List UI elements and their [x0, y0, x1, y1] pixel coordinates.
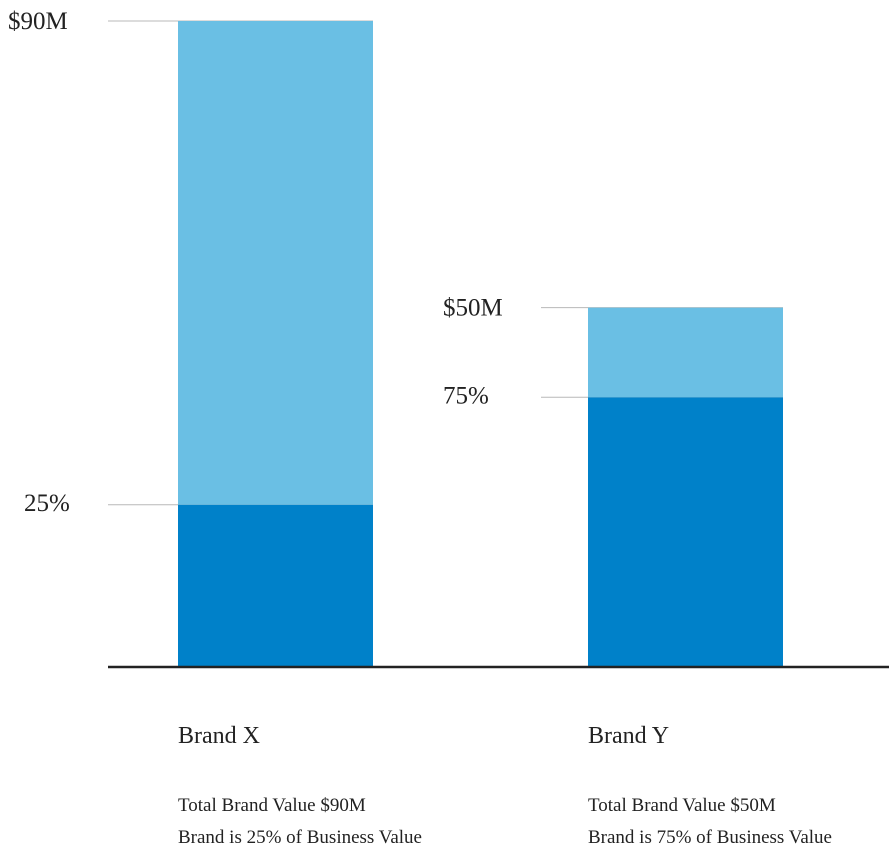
- caption-total-value: Total Brand Value $90M: [178, 795, 366, 816]
- share-percent-label: 25%: [24, 490, 70, 517]
- bar-remaining-value: [588, 307, 783, 398]
- category-label: Brand Y: [588, 723, 669, 749]
- caption-brand-share: Brand is 75% of Business Value: [588, 827, 832, 848]
- category-label: Brand X: [178, 723, 260, 749]
- bars: [108, 21, 889, 669]
- caption-brand-share: Brand is 25% of Business Value: [178, 827, 422, 848]
- bar-brand-share: [178, 504, 373, 666]
- share-percent-label: 75%: [443, 382, 489, 409]
- value-labels: $90M 25% $50M 75%: [8, 8, 503, 517]
- captions: Brand X Total Brand Value $90M Brand is 25…: [178, 723, 832, 848]
- bar-brand-share: [588, 397, 783, 666]
- total-value-label: $90M: [8, 8, 68, 35]
- caption-total-value: Total Brand Value $50M: [588, 795, 776, 816]
- bar-remaining-value: [178, 21, 373, 505]
- total-value-label: $50M: [443, 295, 503, 322]
